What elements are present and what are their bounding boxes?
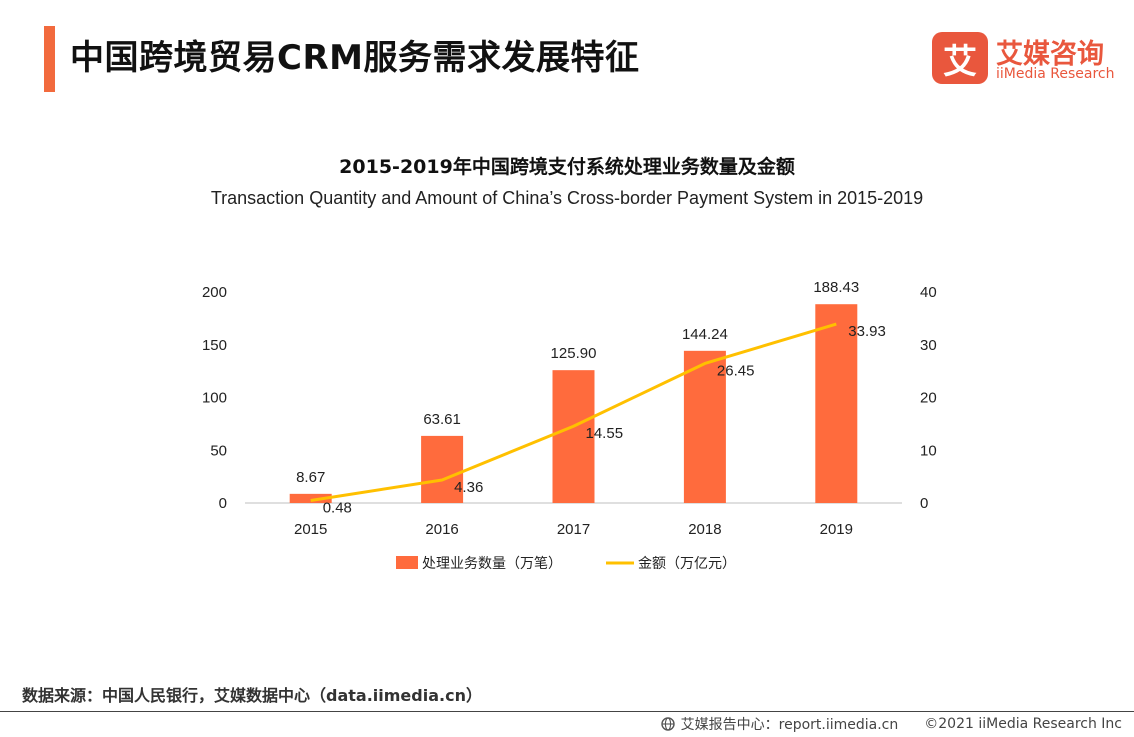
legend-line-label: 金额（万亿元） <box>638 556 736 572</box>
line-series-amount <box>310 322 837 502</box>
x-tick-label: 2019 <box>820 521 853 538</box>
y-left-tick-label: 50 <box>210 442 227 459</box>
x-tick-label: 2015 <box>294 521 327 538</box>
bar-data-label: 188.43 <box>813 279 859 296</box>
iimedia-logo: 艾 艾媒咨询 iiMedia Research <box>932 32 1122 88</box>
title-accent-bar <box>44 26 55 92</box>
x-tick-label: 2017 <box>557 521 590 538</box>
y-right-tick-label: 10 <box>920 442 937 459</box>
x-tick-label: 2018 <box>688 521 721 538</box>
legend-bar-label: 处理业务数量（万笔） <box>422 556 562 572</box>
bar <box>683 350 726 503</box>
line-data-label: 26.45 <box>717 362 755 379</box>
bar-data-label: 125.90 <box>551 345 597 362</box>
bar-data-label: 8.67 <box>296 469 325 486</box>
y-left-tick-label: 100 <box>202 390 227 407</box>
line-data-label: 14.55 <box>586 425 624 442</box>
y-right-tick-label: 30 <box>920 337 937 354</box>
y-left-tick-label: 150 <box>202 337 227 354</box>
bar <box>815 304 858 503</box>
x-tick-label: 2016 <box>425 521 458 538</box>
y-left-tick-label: 200 <box>202 284 227 301</box>
report-site: 艾媒报告中心：report.iimedia.cn <box>680 717 899 733</box>
y-right-tick-label: 20 <box>920 390 937 407</box>
bar-data-label: 63.61 <box>423 411 461 428</box>
bar-data-label: 144.24 <box>682 326 728 343</box>
logo-en-text: iiMedia Research <box>996 66 1115 82</box>
y-right-tick-label: 40 <box>920 284 937 301</box>
line-data-label: 33.93 <box>848 323 886 340</box>
line-data-label: 0.48 <box>323 499 352 516</box>
footer-divider <box>0 711 1134 712</box>
bar <box>421 435 464 503</box>
copyright: ©2021 iiMedia Research Inc <box>924 716 1122 732</box>
bar <box>552 370 595 503</box>
logo-cn-text: 艾媒咨询 <box>996 39 1104 70</box>
page-title: 中国跨境贸易CRM服务需求发展特征 <box>70 38 640 78</box>
legend-bar-swatch <box>396 556 418 569</box>
bar <box>289 493 332 503</box>
y-right-tick-label: 0 <box>920 495 928 512</box>
chart-title: 2015-2019年中国跨境支付系统处理业务数量及金额 <box>339 156 795 178</box>
chart-subtitle: Transaction Quantity and Amount of China… <box>210 188 924 208</box>
globe-icon <box>660 717 675 731</box>
footer: 艾媒报告中心：report.iimedia.cn ©2021 iiMedia R… <box>660 714 1122 734</box>
y-left-tick-label: 0 <box>219 495 227 512</box>
line-data-label: 4.36 <box>454 479 483 496</box>
logo-mark-icon: 艾 <box>932 32 988 84</box>
data-source: 数据来源：中国人民银行，艾媒数据中心（data.iimedia.cn） <box>22 686 482 705</box>
